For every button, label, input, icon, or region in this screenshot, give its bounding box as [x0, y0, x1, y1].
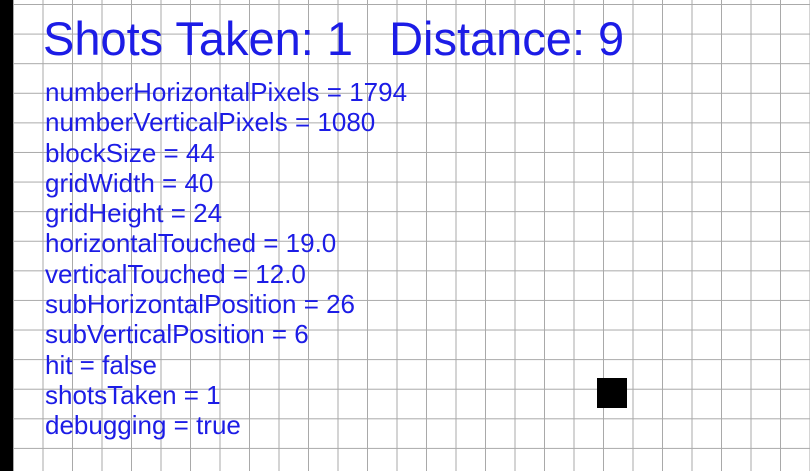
- debug-line-grid-width: gridWidth = 40: [45, 167, 214, 198]
- debug-line-number-horizontal-pixels: numberHorizontalPixels = 1794: [45, 77, 408, 107]
- debug-line-grid-height: gridHeight = 24: [45, 198, 223, 229]
- debug-line-shots-taken: shotsTaken = 1: [45, 379, 221, 410]
- debug-line-vertical-touched: verticalTouched = 12.0: [45, 258, 306, 289]
- distance-label: Distance: 9: [389, 12, 625, 65]
- status-line: Shots Taken: 1 Distance: 9: [43, 11, 624, 67]
- debug-line-number-vertical-pixels: numberVerticalPixels = 1080: [45, 107, 376, 138]
- game-grid[interactable]: Shots Taken: 1 Distance: 9 numberHorizont…: [13, 0, 810, 471]
- shots-taken-label: Shots Taken: 1: [43, 12, 354, 65]
- debug-line-block-size: blockSize = 44: [45, 137, 215, 168]
- debug-line-sub-horizontal-position: subHorizontalPosition = 26: [45, 289, 356, 320]
- debug-info-list: numberHorizontalPixels = 1794 numberVert…: [45, 77, 407, 441]
- debug-line-horizontal-touched: horizontalTouched = 19.0: [45, 228, 337, 259]
- shot-marker-block: [597, 378, 627, 408]
- debug-line-hit: hit = false: [45, 349, 158, 380]
- debug-line-sub-vertical-position: subVerticalPosition = 6: [45, 319, 309, 350]
- debug-line-debugging: debugging = true: [45, 410, 241, 441]
